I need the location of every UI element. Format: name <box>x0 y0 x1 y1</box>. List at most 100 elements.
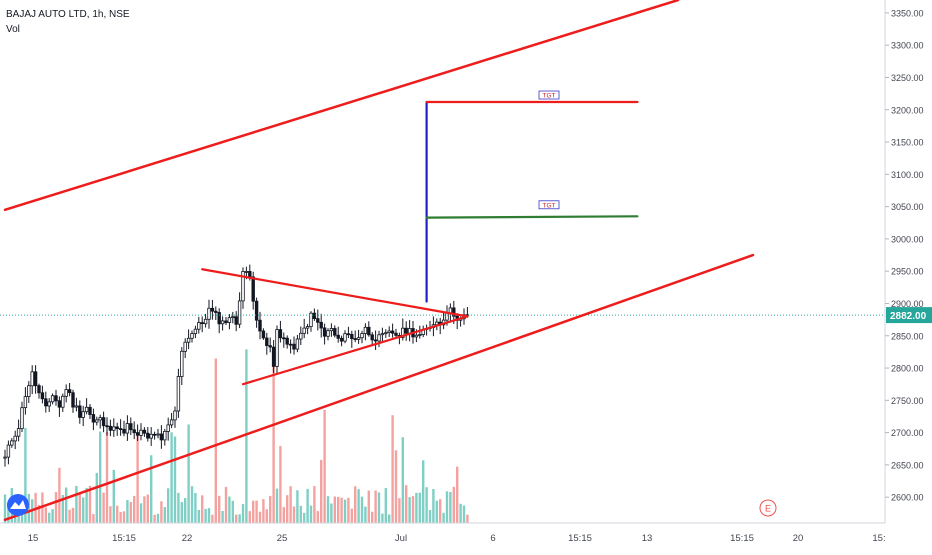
volume-bar <box>146 494 149 523</box>
volume-bar <box>265 509 268 523</box>
price-tick-label: 2750.00 <box>891 396 924 406</box>
volume-bar <box>252 500 255 523</box>
time-tick-label: 6 <box>490 533 495 544</box>
candle-body <box>312 312 317 320</box>
volume-bar <box>133 495 136 523</box>
candle-body <box>88 406 92 415</box>
candle-body <box>74 405 79 408</box>
volume-bar <box>405 485 408 523</box>
volume-bar <box>432 489 435 523</box>
chart-title: BAJAJ AUTO LTD, 1h, NSE <box>6 9 130 20</box>
time-tick-label: Jul <box>395 533 407 544</box>
volume-bar <box>54 492 58 523</box>
time-tick-label: 13 <box>642 533 653 544</box>
price-tick-label: 3150.00 <box>891 138 924 148</box>
volume-bar <box>303 512 306 523</box>
target-annotation: TGT <box>538 200 560 209</box>
volume-bar <box>92 514 95 523</box>
volume-bar <box>160 501 163 523</box>
volume-bar <box>326 496 330 523</box>
candle-body <box>163 430 167 441</box>
volume-bar <box>180 502 183 523</box>
volume-bar <box>357 489 360 523</box>
price-tick-label: 2850.00 <box>891 331 924 341</box>
volume-bar <box>95 472 98 523</box>
candle-body <box>353 338 357 341</box>
time-tick-label: 15: <box>872 533 885 544</box>
target-annotation-text: TGT <box>543 202 556 209</box>
candle-body <box>57 400 62 408</box>
candle-body <box>237 300 242 325</box>
volume-bar <box>190 486 194 523</box>
candle-body <box>159 433 164 441</box>
volume-bar <box>238 514 241 523</box>
volume-bar <box>445 491 449 523</box>
volume-bar <box>143 496 146 523</box>
volume-bar <box>105 432 109 523</box>
candle-body <box>98 417 102 421</box>
volume-bar <box>27 493 30 523</box>
candle-body <box>401 327 405 338</box>
volume-bar <box>68 509 71 523</box>
volume-bar <box>224 486 228 523</box>
volume-bar <box>197 509 200 523</box>
time-tick-label: 22 <box>182 533 193 544</box>
time-axis-bg <box>0 523 932 550</box>
candle-body <box>414 334 419 338</box>
volume-bar <box>156 513 160 523</box>
volume-bar <box>170 432 173 523</box>
current-price-badge <box>886 307 932 324</box>
volume-bar <box>150 455 153 523</box>
candle-body <box>108 425 113 431</box>
volume-bar <box>221 511 224 523</box>
volume-bar <box>371 511 374 523</box>
volume-bar <box>61 495 64 523</box>
volume-bar <box>119 511 122 523</box>
volume-bar <box>167 488 170 524</box>
candle-body <box>380 333 385 336</box>
volume-bar <box>435 500 438 523</box>
target-annotation: TGT <box>538 90 560 100</box>
volume-bar <box>177 492 180 523</box>
price-tick-label: 2800.00 <box>891 364 924 374</box>
volume-layer <box>3 348 469 524</box>
volume-bar <box>394 450 398 523</box>
volume-bar <box>122 511 126 523</box>
candle-body <box>10 440 14 446</box>
volume-bar <box>381 513 384 523</box>
volume-bar <box>384 488 387 523</box>
candle-body <box>248 270 252 278</box>
volume-bar <box>367 490 370 523</box>
candle-body <box>129 423 133 431</box>
price-tick-label: 3000.00 <box>891 234 924 244</box>
volume-bar <box>71 507 75 523</box>
candle-body <box>20 407 24 430</box>
volume-bar <box>245 349 248 523</box>
earnings-marker-circle <box>759 499 777 517</box>
volume-bar <box>428 510 432 523</box>
volume-bar <box>309 505 313 523</box>
volume-bar <box>466 514 469 523</box>
candle-body <box>84 406 89 413</box>
volume-bar <box>65 487 68 523</box>
triangle-bottom-line <box>241 315 469 386</box>
candle-body <box>305 326 310 329</box>
candle-body <box>152 433 157 436</box>
target-annotation-box <box>538 90 560 100</box>
volume-bar <box>255 500 258 523</box>
candle-body <box>227 317 232 323</box>
volume-bar <box>102 492 105 523</box>
candle-body <box>241 271 245 302</box>
candle-body <box>156 433 160 436</box>
earnings-marker-text: E <box>765 504 771 514</box>
candle-body <box>268 345 272 348</box>
volume-bar <box>3 494 7 523</box>
candle-body <box>271 346 276 367</box>
volume-bar <box>408 497 411 523</box>
candle-body <box>81 411 85 418</box>
candle-body <box>322 327 327 337</box>
volume-bar <box>452 486 455 523</box>
